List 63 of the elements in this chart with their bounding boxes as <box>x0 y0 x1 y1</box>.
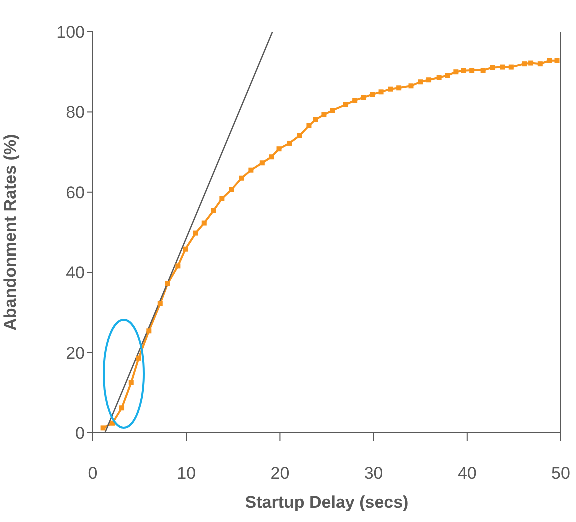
point <box>436 75 442 80</box>
point <box>508 64 514 70</box>
point <box>490 65 496 70</box>
point <box>248 168 254 173</box>
point <box>202 220 207 226</box>
point <box>100 426 106 431</box>
y-tick-label: 60 <box>66 183 85 202</box>
point <box>480 68 486 73</box>
x-tick-label: 40 <box>458 464 477 484</box>
x-tick-label: 50 <box>552 464 570 484</box>
point <box>128 380 134 386</box>
point <box>158 301 163 306</box>
y-tick-label: 0 <box>76 424 85 444</box>
point <box>322 112 327 118</box>
x-tick-label: 20 <box>270 464 290 484</box>
point <box>352 98 358 104</box>
point <box>276 146 282 152</box>
point <box>260 160 265 166</box>
point <box>229 187 234 192</box>
point <box>378 90 384 95</box>
point <box>396 86 402 91</box>
point <box>528 60 534 66</box>
y-tick-label: 80 <box>66 103 85 122</box>
point <box>146 328 152 334</box>
point <box>461 68 466 74</box>
point <box>343 102 348 108</box>
point <box>418 80 424 85</box>
point <box>388 86 394 92</box>
point <box>313 117 318 122</box>
y-tick-label: 100 <box>56 23 85 42</box>
point <box>370 92 376 98</box>
point <box>120 406 125 411</box>
point <box>538 62 543 67</box>
x-tick-label: 0 <box>88 464 98 484</box>
point <box>500 64 506 70</box>
point <box>454 70 459 75</box>
point <box>136 356 142 361</box>
point <box>426 78 432 83</box>
point <box>547 58 552 64</box>
point <box>183 246 188 252</box>
x-tick-label: 30 <box>364 464 384 484</box>
point <box>361 95 366 100</box>
point <box>239 176 244 181</box>
point <box>220 196 225 202</box>
point <box>211 208 216 214</box>
point <box>165 281 170 286</box>
point <box>193 230 198 236</box>
point <box>287 140 292 146</box>
point <box>176 264 181 269</box>
point <box>330 108 336 114</box>
point <box>470 68 475 73</box>
x-axis-title: Startup Delay (secs) <box>245 493 409 512</box>
point <box>269 154 274 160</box>
point <box>445 73 450 78</box>
point <box>408 84 414 89</box>
point <box>306 123 312 128</box>
y-tick-label: 40 <box>66 264 85 283</box>
point <box>297 133 302 138</box>
point <box>522 62 527 67</box>
point <box>554 58 560 64</box>
y-tick-label: 20 <box>66 344 85 363</box>
x-tick-label: 10 <box>177 464 196 484</box>
y-axis-title: Abandonment Rates (%) <box>1 134 20 331</box>
